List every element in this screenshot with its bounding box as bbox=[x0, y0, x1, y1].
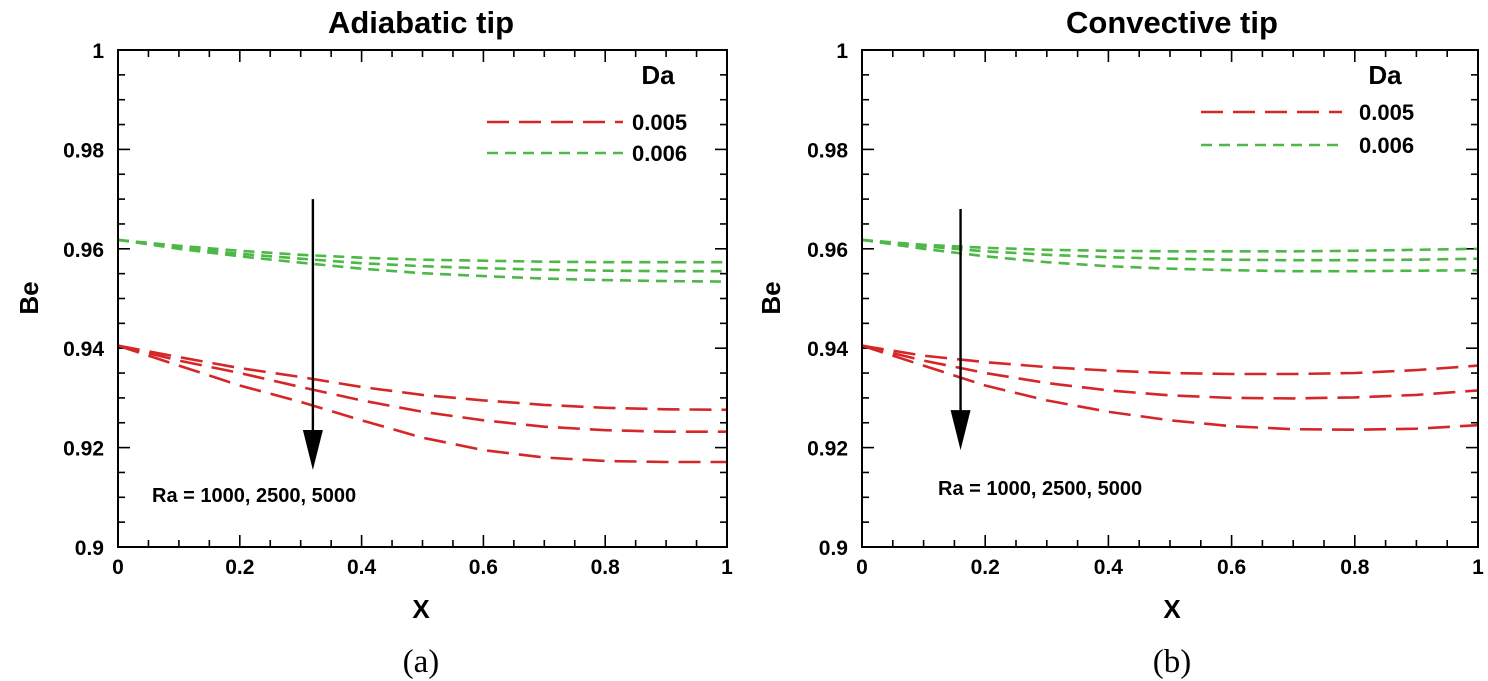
chart-panel-adiabatic: Adiabatic tip 0 0.2 0.4 0.6 0.8 10.90.920.940… bbox=[14, 5, 733, 680]
plot-area: 0 0.2 0.4 0.6 0.8 1 0.9 0.92 0.94 0.96 0.98 1 bbox=[807, 40, 1484, 579]
series-line-da-0006-ra-1000 bbox=[861, 238, 1479, 253]
legend-label-da-0006: 0.006 bbox=[632, 141, 687, 166]
legend-title: Da bbox=[1368, 60, 1402, 90]
legend-label-da-0005: 0.005 bbox=[1359, 100, 1414, 125]
legend-label-da-0006: 0.006 bbox=[1359, 133, 1414, 158]
series-line-da-0006-ra-5000 bbox=[861, 238, 1479, 273]
series-line-da-0005-ra-5000 bbox=[861, 344, 1479, 432]
arrow-head-icon bbox=[950, 410, 971, 451]
y-tick-label: 0.98 bbox=[807, 139, 848, 162]
x-tick-label: 1 bbox=[721, 556, 733, 579]
series-line-da-0005-ra-2500 bbox=[861, 344, 1479, 400]
y-tick-label: 0.9 bbox=[819, 537, 848, 560]
plot-frame bbox=[861, 49, 1479, 548]
y-tick-label: 0.98 bbox=[63, 139, 104, 162]
y-tick-label: 0.96 bbox=[63, 239, 104, 262]
x-tick-label: 0.2 bbox=[225, 556, 254, 579]
x-tick-label: 0 bbox=[112, 556, 124, 579]
y-tick-label: 0.96 bbox=[807, 239, 848, 262]
x-tick-label: 0.2 bbox=[971, 556, 1000, 579]
y-tick-label: 0.92 bbox=[807, 438, 848, 461]
series-line-da-0006-ra-2500 bbox=[117, 238, 727, 273]
x-tick-label: 1 bbox=[1472, 556, 1484, 579]
ra-annotation: Ra = 1000, 2500, 5000 bbox=[938, 478, 1142, 500]
chart-title: Adiabatic tip bbox=[328, 5, 514, 40]
x-tick-label: 0 bbox=[856, 556, 868, 579]
ra-annotation: Ra = 1000, 2500, 5000 bbox=[152, 485, 356, 507]
x-axis-label: X bbox=[412, 594, 430, 624]
series-line-da-0005-ra-5000 bbox=[117, 344, 727, 464]
arrow-head-icon bbox=[302, 429, 323, 470]
series-line-da-0005-ra-1000 bbox=[861, 344, 1479, 376]
panel-caption: (b) bbox=[1153, 644, 1191, 680]
y-tick-label: 0.92 bbox=[63, 438, 104, 461]
x-tick-label: 0.6 bbox=[1217, 556, 1246, 579]
x-tick-label: 0.8 bbox=[591, 556, 621, 579]
legend-label-da-0005: 0.005 bbox=[632, 110, 687, 135]
series-line-da-0006-ra-5000 bbox=[117, 238, 728, 283]
y-tick-label: 0.94 bbox=[807, 338, 848, 361]
y-axis-label: Be bbox=[756, 281, 786, 314]
x-axis-label: X bbox=[1163, 594, 1181, 624]
series-line-da-0006-ra-2500 bbox=[861, 238, 1479, 262]
series-line-da-0006-ra-1000 bbox=[117, 238, 727, 264]
y-tick-label: 0.94 bbox=[63, 338, 104, 361]
series-line-da-0005-ra-2500 bbox=[117, 344, 727, 433]
panel-caption: (a) bbox=[403, 644, 440, 680]
y-tick-label: 1 bbox=[92, 40, 104, 63]
plot-area: 0 0.2 0.4 0.6 0.8 1 0.9 0.92 0.94 0.96 0.98 1 bbox=[63, 40, 733, 579]
y-tick-label: 1 bbox=[836, 40, 848, 63]
x-tick-label: 0.6 bbox=[469, 556, 498, 579]
legend-title: Da bbox=[641, 60, 675, 90]
x-tick-label: 0.4 bbox=[1094, 556, 1124, 579]
x-tick-label: 0.8 bbox=[1340, 556, 1370, 579]
x-tick-label: 0.4 bbox=[347, 556, 377, 579]
series-line-da-0005-ra-1000 bbox=[117, 344, 728, 412]
y-axis-label: Be bbox=[14, 281, 44, 314]
chart-panel-convective: Convective tip 0 0.2 0.4 0.6 0.8 1 0.9 0.92 0.94… bbox=[756, 5, 1484, 680]
plot-frame bbox=[117, 49, 728, 548]
y-tick-label: 0.9 bbox=[75, 537, 104, 560]
chart-title: Convective tip bbox=[1066, 5, 1278, 40]
